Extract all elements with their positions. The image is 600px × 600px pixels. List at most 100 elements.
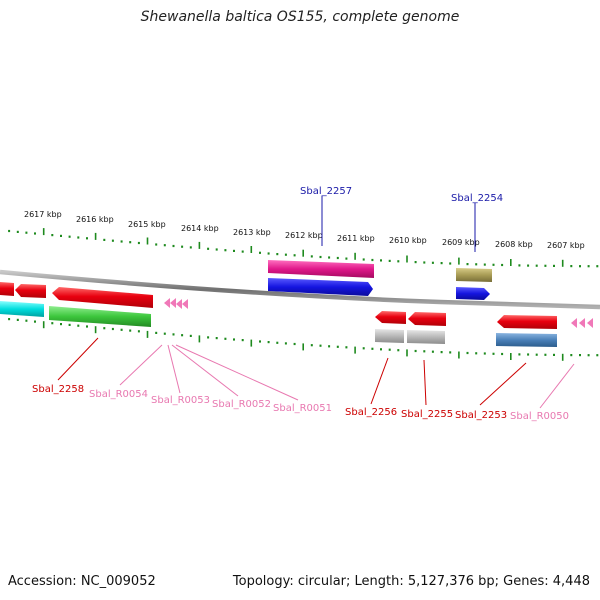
inner-scale-minor-tick xyxy=(241,339,244,342)
cds-feature-blue-2254 xyxy=(456,287,490,300)
outer-scale-minor-tick xyxy=(440,262,443,265)
inner-scale-ticks xyxy=(8,318,599,361)
outer-scale-minor-tick xyxy=(181,245,184,248)
cog-feature-cyan xyxy=(0,301,44,317)
outer-scale-major-tick xyxy=(94,232,97,240)
outer-scale-major-tick xyxy=(42,228,45,236)
kbp-labels: 2617 kbp 2616 kbp 2615 kbp 2614 kbp 2613… xyxy=(24,210,585,250)
kbp-label-2610: 2610 kbp xyxy=(389,236,427,245)
kbp-label-2612: 2612 kbp xyxy=(285,231,323,240)
leader-2256 xyxy=(370,357,389,405)
outer-scale-minor-tick xyxy=(319,255,322,259)
outer-scale-minor-tick xyxy=(267,252,270,255)
inner-scale-minor-tick xyxy=(414,349,417,353)
inner-scale-major-tick xyxy=(198,335,201,343)
inner-scale-minor-tick xyxy=(501,352,504,356)
leader-r0054 xyxy=(119,344,163,386)
inner-scale-minor-tick xyxy=(172,333,175,336)
inner-scale-minor-tick xyxy=(535,353,538,356)
leader-2255 xyxy=(423,359,427,406)
outer-scale-major-tick xyxy=(561,259,564,267)
inner-scale-major-tick xyxy=(510,353,512,360)
gene-label-sbal-2255: Sbal_2255 xyxy=(401,409,453,420)
inner-scale-minor-tick xyxy=(440,351,443,354)
inner-scale-minor-tick xyxy=(579,354,581,357)
outer-scale-minor-tick xyxy=(224,249,227,252)
leader-r0051 xyxy=(175,344,299,401)
kbp-label-2614: 2614 kbp xyxy=(181,224,219,233)
cog-feature-green xyxy=(49,306,151,327)
gene-label-sbal-r0051: Sbal_R0051 xyxy=(273,403,332,414)
inner-scale-minor-tick xyxy=(544,353,547,356)
outer-scale-minor-tick xyxy=(328,256,331,259)
outer-scale-minor-tick xyxy=(449,262,452,265)
outer-scale-ticks xyxy=(8,228,599,268)
outer-scale-minor-tick xyxy=(25,231,28,234)
outer-scale-minor-tick xyxy=(233,249,235,252)
kbp-label-2611: 2611 kbp xyxy=(337,234,375,243)
gene-label-sbal-r0050: Sbal_R0050 xyxy=(510,411,569,422)
outer-scale-minor-tick xyxy=(189,246,192,249)
cog-feature-blue xyxy=(268,278,373,296)
inner-scale-minor-tick xyxy=(492,352,495,355)
outer-scale-major-tick xyxy=(146,237,149,245)
gene-label-sbal-r0054: Sbal_R0054 xyxy=(89,389,148,400)
outer-scale-minor-tick xyxy=(570,265,573,268)
outer-scale-minor-tick xyxy=(397,260,400,263)
outer-scale-minor-tick xyxy=(77,236,80,239)
inner-scale-minor-tick xyxy=(466,351,469,355)
outer-scale-minor-tick xyxy=(596,265,599,268)
outer-scale-major-tick xyxy=(510,259,512,266)
inner-scale-minor-tick xyxy=(397,349,400,352)
outer-scale-minor-tick xyxy=(310,255,313,258)
inner-scale-minor-tick xyxy=(345,346,348,349)
trna-r0054 xyxy=(164,298,170,308)
cog-feature-olive xyxy=(456,268,492,282)
genome-title: Shewanella baltica OS155, complete genom… xyxy=(140,9,460,25)
outer-scale-minor-tick xyxy=(155,243,158,246)
inner-scale-minor-tick xyxy=(120,328,123,331)
inner-scale-major-tick xyxy=(250,339,253,347)
inner-scale-minor-tick xyxy=(68,323,71,326)
outer-scale-minor-tick xyxy=(137,241,140,245)
outer-scale-major-tick xyxy=(302,249,304,257)
outer-scale-minor-tick xyxy=(129,241,132,244)
inner-scale-minor-tick xyxy=(527,353,530,356)
outer-scale-minor-tick xyxy=(120,240,123,243)
outer-scale-minor-tick xyxy=(423,261,426,264)
kbp-label-2609: 2609 kbp xyxy=(442,238,480,247)
outer-scale-minor-tick xyxy=(518,264,521,267)
outer-scale-minor-tick xyxy=(276,253,279,256)
outer-scale-minor-tick xyxy=(388,259,391,262)
gene-label-sbal-r0053: Sbal_R0053 xyxy=(151,395,210,406)
inner-scale-minor-tick xyxy=(587,354,590,357)
trna-r0051 xyxy=(182,299,188,309)
inner-scale-minor-tick xyxy=(267,341,270,344)
inner-scale-major-tick xyxy=(561,353,564,361)
trna-r0050-a xyxy=(571,318,577,328)
outer-scale-minor-tick xyxy=(345,257,348,260)
inner-scale-minor-tick xyxy=(103,327,106,330)
outer-scale-major-tick xyxy=(250,246,253,253)
outer-scale-minor-tick xyxy=(466,263,469,266)
leader-r0052 xyxy=(171,344,239,397)
cds-feature-left-1 xyxy=(0,282,14,296)
outer-scale-major-tick xyxy=(406,255,408,263)
inner-scale-minor-tick xyxy=(60,323,62,326)
trna-r0050-c xyxy=(587,318,593,328)
outer-scale-minor-tick xyxy=(16,230,19,233)
inner-scale-major-tick xyxy=(458,351,460,359)
inner-scale-minor-tick xyxy=(371,347,374,350)
leader-2253 xyxy=(479,362,527,406)
inner-scale-minor-tick xyxy=(284,342,287,345)
inner-scale-minor-tick xyxy=(475,352,478,355)
inner-scale-minor-tick xyxy=(431,350,434,353)
inner-scale-minor-tick xyxy=(8,318,11,321)
leader-lines xyxy=(57,196,575,409)
trna-group-left xyxy=(164,298,188,309)
kbp-label-2607: 2607 kbp xyxy=(547,241,585,250)
leader-2258 xyxy=(57,337,99,381)
inner-scale-minor-tick xyxy=(483,352,486,355)
inner-scale-minor-tick xyxy=(163,332,166,335)
